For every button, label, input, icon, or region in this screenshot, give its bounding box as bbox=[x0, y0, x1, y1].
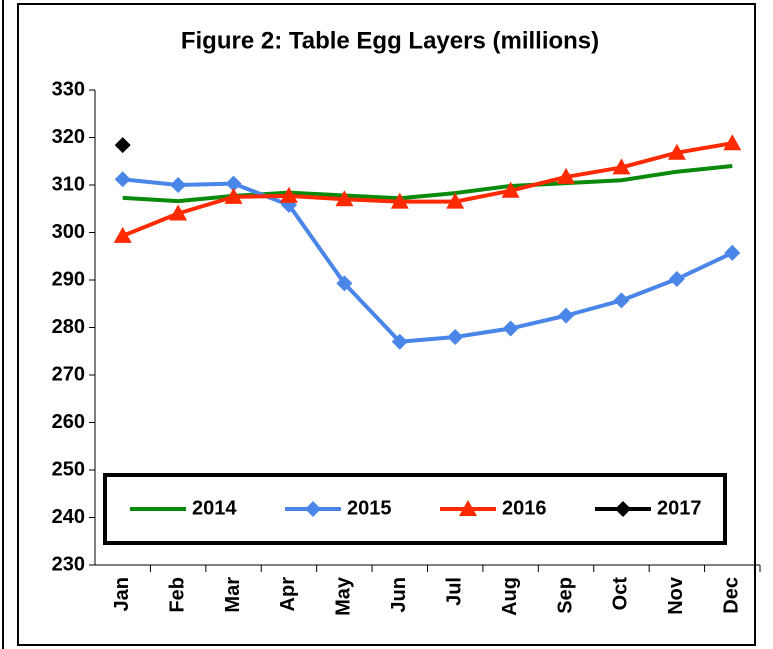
data-point bbox=[170, 177, 187, 193]
y-tick-label: 310 bbox=[52, 173, 85, 195]
x-tick-label: Dec bbox=[721, 577, 743, 614]
data-point bbox=[225, 175, 242, 192]
data-point bbox=[667, 143, 686, 160]
data-point bbox=[113, 226, 132, 243]
legend-marker bbox=[615, 501, 631, 517]
legend-marker bbox=[459, 500, 477, 516]
legend-marker bbox=[305, 501, 321, 517]
y-tick-label: 260 bbox=[52, 411, 85, 433]
data-point bbox=[279, 186, 298, 203]
series-line bbox=[122, 164, 733, 204]
y-tick-label: 270 bbox=[52, 363, 85, 385]
legend-label: 2017 bbox=[657, 497, 702, 519]
x-tick-label: Jan bbox=[111, 577, 133, 611]
data-point bbox=[723, 134, 742, 151]
legend-label: 2015 bbox=[347, 497, 392, 519]
data-point bbox=[390, 192, 409, 209]
x-tick-label: Apr bbox=[277, 577, 299, 612]
x-tick-label: Nov bbox=[665, 576, 687, 615]
data-point bbox=[558, 307, 575, 324]
x-tick-label: Oct bbox=[610, 577, 632, 611]
series-line bbox=[122, 177, 734, 344]
y-tick-label: 320 bbox=[52, 126, 85, 148]
x-tick-label: Jun bbox=[388, 577, 410, 613]
x-tick-label: Sep bbox=[554, 577, 576, 614]
x-tick-label: May bbox=[333, 576, 355, 616]
data-point bbox=[224, 187, 243, 204]
legend-label: 2016 bbox=[502, 497, 547, 519]
y-tick-label: 250 bbox=[52, 458, 85, 480]
legend-label: 2014 bbox=[192, 497, 237, 519]
data-point bbox=[114, 171, 131, 188]
data-point bbox=[557, 167, 576, 184]
y-tick-label: 280 bbox=[52, 316, 85, 338]
data-point bbox=[446, 192, 465, 209]
y-tick-label: 300 bbox=[52, 221, 85, 243]
data-point bbox=[613, 292, 630, 309]
data-point bbox=[724, 244, 741, 261]
y-tick-label: 330 bbox=[52, 78, 85, 100]
data-point bbox=[501, 181, 520, 198]
chart-title: Figure 2: Table Egg Layers (millions) bbox=[181, 27, 599, 54]
data-point bbox=[447, 329, 464, 345]
data-point bbox=[668, 271, 685, 288]
data-point bbox=[612, 158, 631, 175]
y-tick-label: 230 bbox=[52, 553, 85, 575]
data-point bbox=[336, 275, 353, 292]
y-tick-label: 290 bbox=[52, 268, 85, 290]
x-tick-label: Jul bbox=[443, 577, 465, 606]
series-line bbox=[121, 141, 733, 238]
x-tick-label: Feb bbox=[166, 577, 188, 613]
data-point bbox=[391, 333, 408, 350]
x-tick-label: Mar bbox=[222, 577, 244, 613]
data-point bbox=[335, 190, 354, 207]
x-tick-label: Aug bbox=[499, 577, 521, 616]
data-point bbox=[502, 320, 519, 337]
data-point bbox=[169, 204, 188, 221]
data-point bbox=[114, 137, 131, 154]
chart-border bbox=[17, 3, 756, 646]
y-tick-label: 240 bbox=[52, 506, 85, 528]
